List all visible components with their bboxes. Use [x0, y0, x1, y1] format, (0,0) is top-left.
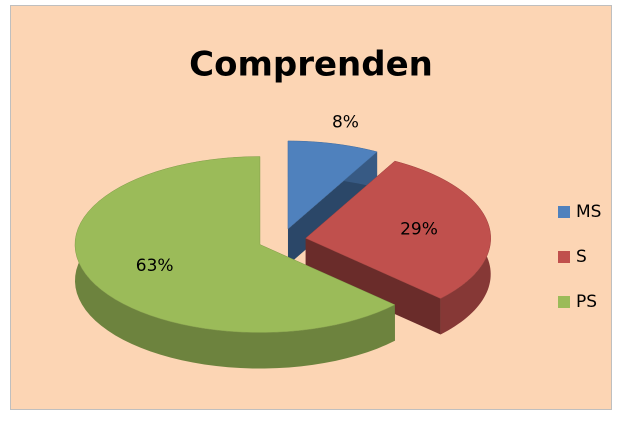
- pie-slice: [305, 160, 491, 299]
- pie-outer-wall: [74, 156, 395, 369]
- pie-tops: [74, 140, 491, 333]
- legend-label: S: [576, 247, 587, 267]
- legend-swatch: [558, 251, 570, 263]
- data-label: 8%: [332, 112, 359, 132]
- legend-swatch: [558, 206, 570, 218]
- legend-label: PS: [576, 292, 597, 312]
- chart-title: Comprenden: [189, 45, 433, 85]
- data-label: 63%: [136, 256, 174, 276]
- pie-cut-face: [305, 238, 441, 335]
- pie-slice: [74, 156, 396, 333]
- data-label: 29%: [400, 220, 438, 240]
- legend-swatch: [558, 296, 570, 308]
- pie-slice: [287, 140, 378, 230]
- legend-label: MS: [576, 202, 601, 222]
